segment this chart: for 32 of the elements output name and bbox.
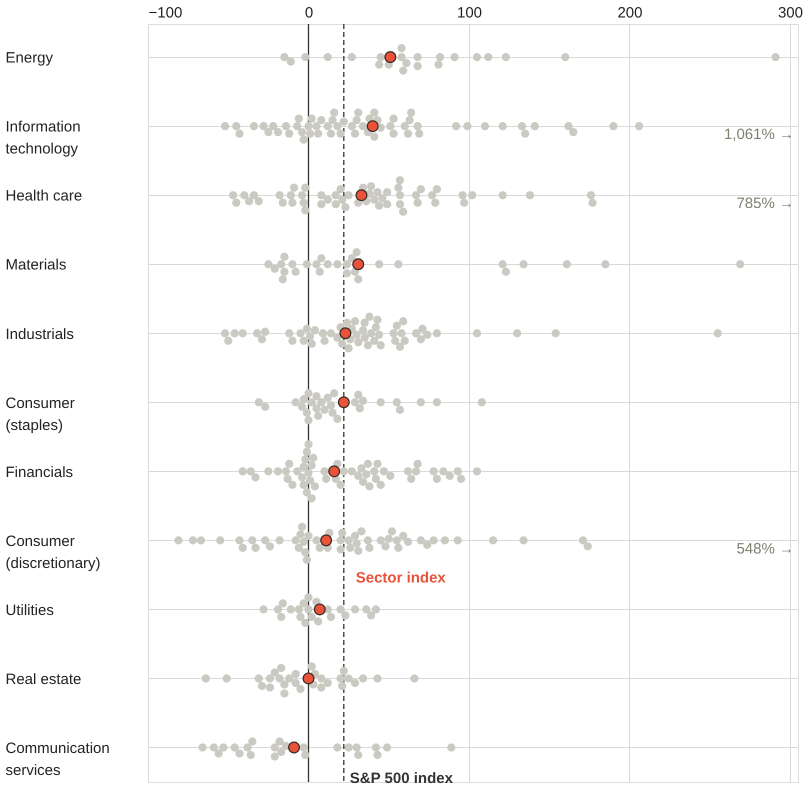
y-tick-label: Health care — [6, 188, 82, 205]
y-tick-label: Consumer (staples) — [6, 394, 75, 434]
point — [328, 465, 340, 478]
point — [288, 742, 300, 754]
point — [302, 672, 314, 684]
point — [355, 189, 368, 202]
point — [338, 396, 350, 408]
x-tick-label: 200 — [617, 4, 642, 22]
point — [339, 327, 352, 340]
point — [320, 534, 332, 546]
y-tick-label: Communication services — [6, 740, 110, 779]
y-tick-label: Utilities — [6, 602, 54, 619]
ref-line-label: S&P 500 index — [350, 770, 454, 787]
y-tick-label: Real estate — [6, 670, 82, 688]
y-tick-label: Financials — [6, 464, 74, 481]
y-tick-label: Industrials — [6, 326, 74, 343]
annotation: 548% → — [736, 540, 794, 558]
point — [366, 120, 379, 132]
y-tick-label: Energy — [6, 50, 54, 67]
annotation: 785% → — [736, 195, 794, 212]
y-tick-label: Information technology — [6, 118, 81, 158]
annotation: 1,061% → — [724, 126, 794, 144]
point — [384, 51, 396, 64]
y-tick-label: Materials — [6, 256, 66, 274]
point — [314, 603, 326, 616]
point — [352, 258, 364, 270]
x-tick-label: 300 — [778, 4, 803, 22]
y-tick-label: Consumer (discretionary) — [6, 532, 101, 572]
x-tick-label: 0 — [304, 4, 314, 22]
annotation: Sector index — [356, 569, 446, 586]
x-tick-label: −100 — [148, 4, 182, 22]
x-tick-label: 100 — [456, 4, 482, 22]
